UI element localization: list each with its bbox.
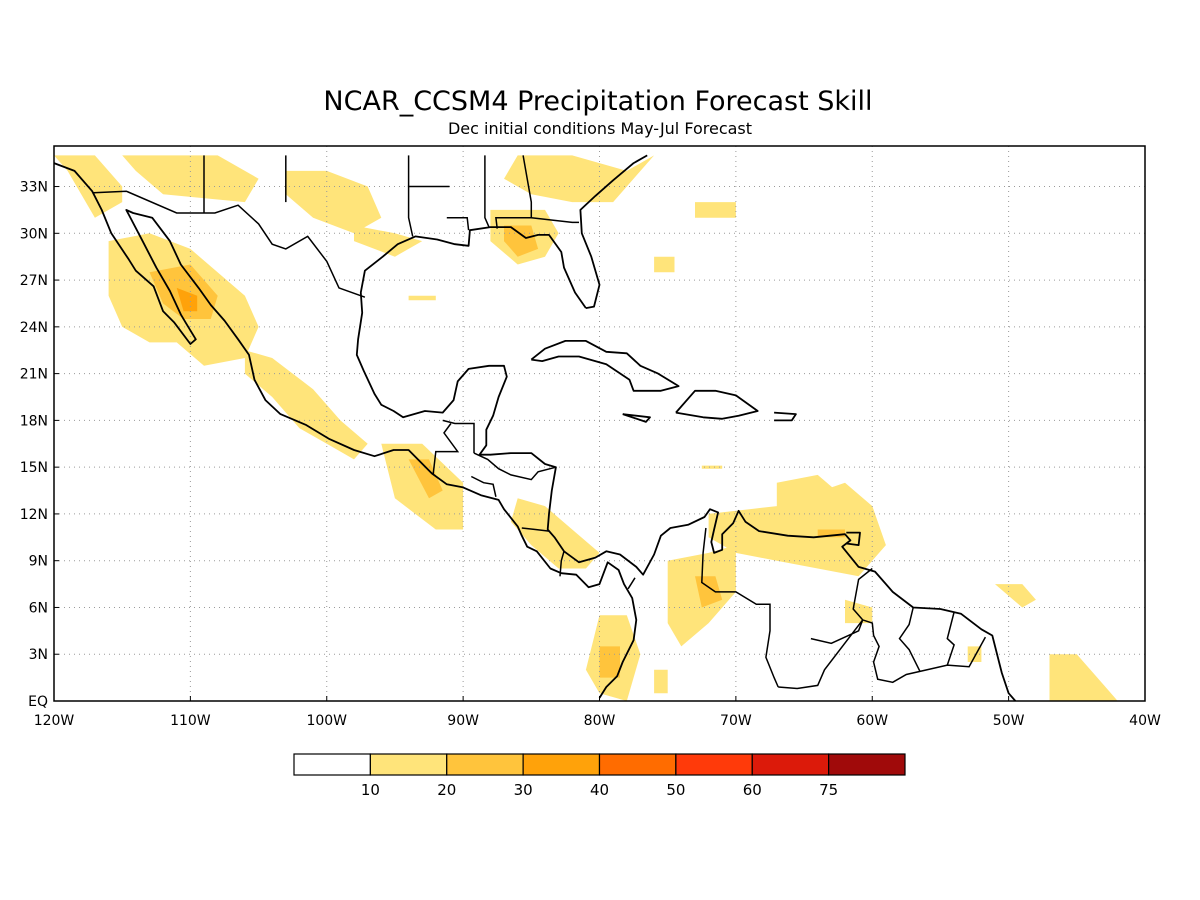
coast-us-mexico-pacific (54, 162, 638, 699)
border-colombia-venezuela (701, 527, 779, 688)
lat-tick-label: 27N (20, 273, 48, 289)
skill-shading (54, 155, 1118, 701)
island-puerto-rico (774, 411, 797, 422)
lat-tick-label: 18N (20, 413, 48, 429)
colorbar-label: 30 (514, 781, 533, 799)
colorbar-label: 60 (743, 781, 762, 799)
lon-tick-label: 100W (306, 713, 347, 729)
lat-tick-label: 12N (20, 507, 48, 523)
lon-tick-label: 110W (170, 713, 211, 729)
colorbar: 10 20 30 40 50 60 75 (293, 753, 906, 799)
skill-region-caribbean-speck (701, 465, 723, 469)
colorbar-swatch (369, 753, 448, 776)
island-jamaica (622, 413, 651, 423)
island-cuba (530, 340, 680, 392)
border-venezuela-guyana (852, 567, 987, 684)
lon-tick-label: 70W (720, 713, 752, 729)
border-guatemala-mexico (432, 423, 460, 475)
colorbar-label: 10 (361, 781, 380, 799)
skill-region-gulf-coast-west (354, 225, 423, 257)
skill-region-windward-islands (776, 474, 845, 507)
skill-region-guyana-coast (845, 599, 873, 624)
lat-tick-label: 6N (29, 600, 48, 616)
lon-tick-label: 50W (993, 713, 1025, 729)
colorbar-label: 50 (666, 781, 685, 799)
border-suriname-guiana (946, 611, 955, 666)
page-title: NCAR_CCSM4 Precipitation Forecast Skill (323, 86, 872, 117)
coastlines (54, 154, 1017, 701)
graticule (54, 146, 1145, 701)
border-honduras-salvador (470, 475, 497, 497)
skill-region-mexico-pacific-coast (244, 350, 368, 460)
lat-tick-label: 33N (20, 180, 48, 196)
border-guyana-suriname (898, 607, 921, 672)
colorbar-label: 20 (437, 781, 456, 799)
axis-labels: 120W 110W 100W 90W 80W 70W 60W 50W 40W EQ 3N 6N 9N 12… (20, 180, 1161, 729)
skill-region-gulf-of-california-peak (176, 287, 198, 312)
border-central-america (473, 452, 557, 481)
page-subtitle: Dec initial conditions May-Jul Forecast (448, 119, 752, 138)
colorbar-swatch (598, 753, 677, 776)
lat-tick-label: 21N (20, 367, 48, 383)
lon-tick-label: 90W (447, 713, 479, 729)
border-panama-colombia (627, 577, 636, 590)
border-us-states-8 (531, 216, 579, 224)
map-frame: 120W 110W 100W 90W 80W 70W 60W 50W 40W EQ 3N 6N 9N 12… (20, 145, 1161, 729)
colorbar-swatch (751, 753, 830, 776)
skill-region-venezuela-caribbean (708, 482, 886, 577)
skill-region-gulf-of-mexico-patch (408, 295, 436, 301)
lon-tick-label: 120W (34, 713, 75, 729)
border-costa-rica-panama (559, 551, 565, 577)
border-us-mexico (93, 190, 366, 298)
colorbar-label: 40 (590, 781, 609, 799)
border-us-states-4 (407, 185, 450, 237)
skill-region-nicaragua-costa-rica (510, 498, 600, 569)
lon-tick-label: 60W (856, 713, 888, 729)
border-us-states-5 (446, 216, 470, 231)
lat-tick-label: 15N (20, 460, 48, 476)
lat-tick-label: 3N (29, 647, 48, 663)
colorbar-swatch (446, 753, 524, 776)
colorbar-label: 75 (819, 781, 838, 799)
island-trinidad (846, 531, 861, 546)
lat-tick-label: 9N (29, 554, 48, 570)
lat-tick-label: EQ (28, 694, 48, 710)
colorbar-swatch (522, 753, 601, 776)
skill-region-panama-colombia-pacific-core (599, 646, 620, 678)
island-hispaniola (675, 389, 759, 420)
border-guatemala-belize (442, 419, 475, 454)
border-venezuela-brazil (778, 619, 864, 690)
coast-florida-atlantic (579, 154, 648, 309)
skill-region-tehuantepec-core (408, 459, 443, 499)
skill-region-amazon-mouth (1049, 654, 1118, 701)
skill-region-ecuador-interior (654, 669, 668, 694)
lat-tick-label: 24N (20, 320, 48, 336)
skill-region-tehuantepec-guatemala (381, 443, 464, 530)
lon-tick-label: 80W (584, 713, 616, 729)
border-nicaragua-costa-rica (521, 527, 550, 532)
lon-tick-label: 40W (1129, 713, 1161, 729)
colorbar-swatch (675, 753, 753, 776)
lat-tick-label: 30N (20, 226, 48, 242)
skill-region-bahamas-north (654, 256, 675, 273)
colorbar-swatch (293, 753, 371, 776)
skill-region-atlantic-offshore (695, 202, 736, 218)
border-us-states-6 (484, 155, 490, 228)
skill-region-colombia-interior-core (695, 576, 723, 608)
skill-region-us-southwest (122, 155, 259, 203)
skill-region-atlantic-east (995, 584, 1036, 608)
skill-region-georgia-carolina (504, 155, 655, 203)
colorbar-swatch (828, 753, 906, 776)
